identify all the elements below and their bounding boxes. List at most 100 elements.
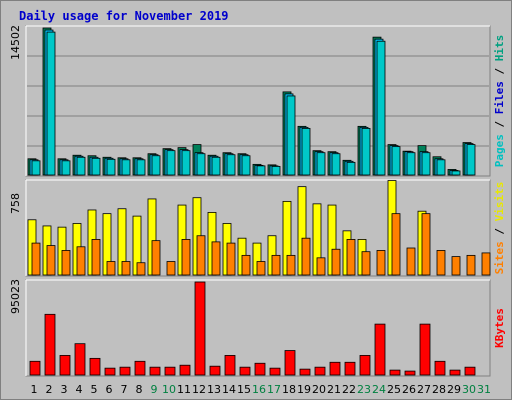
panel-visits_sites: 758 Sites / Visits — [9, 179, 506, 277]
bar-pages — [331, 153, 341, 176]
bar-sites — [406, 247, 416, 276]
chart-panels: 14502 Pages / Files / Hits 758 Sites / Visi… — [9, 25, 506, 377]
bar-kbytes — [284, 350, 296, 376]
bar-pages — [241, 155, 251, 176]
bar-sites — [466, 254, 476, 276]
bar-sites — [481, 252, 491, 276]
bar-pages — [76, 156, 86, 176]
day-label: 12 — [192, 383, 206, 396]
bar-sites — [196, 235, 206, 276]
day-label: 21 — [327, 383, 341, 396]
bar-kbytes — [359, 355, 371, 376]
bar-sites — [46, 245, 56, 276]
series-label-part: Visits — [493, 182, 506, 222]
day-label: 7 — [121, 383, 128, 396]
bar-pages — [196, 153, 206, 176]
day-label: 27 — [417, 383, 431, 396]
day-label: 19 — [297, 383, 311, 396]
bar-kbytes — [389, 369, 401, 376]
series-sites — [31, 213, 491, 276]
day-label: 30 — [462, 383, 476, 396]
day-label: 3 — [61, 383, 68, 396]
bar-kbytes — [119, 366, 131, 376]
bar-pages — [256, 165, 266, 176]
day-label: 11 — [177, 383, 191, 396]
bar-sites — [436, 250, 446, 276]
bar-kbytes — [299, 368, 311, 376]
day-label: 26 — [402, 383, 416, 396]
bar-kbytes — [344, 361, 356, 376]
day-label: 20 — [312, 383, 326, 396]
bar-sites — [91, 239, 101, 276]
bar-kbytes — [59, 355, 71, 376]
bar-sites — [391, 213, 401, 276]
bar-pages — [181, 150, 191, 176]
bar-kbytes — [74, 343, 86, 376]
series-label-part: Files — [493, 81, 506, 114]
bar-kbytes — [374, 323, 386, 376]
bar-pages — [151, 155, 161, 176]
bar-sites — [241, 254, 251, 276]
series-label-kbytes: KBytes — [493, 308, 506, 348]
day-label: 18 — [282, 383, 296, 396]
bar-kbytes — [239, 366, 251, 376]
series-label-hits_files_pages: Pages / Files / Hits — [493, 35, 506, 168]
bar-pages — [106, 158, 116, 176]
day-label: 6 — [106, 383, 113, 396]
series-kbytes — [29, 281, 476, 376]
day-label: 4 — [76, 383, 83, 396]
series-label-part: Pages — [493, 134, 506, 167]
day-label: 15 — [237, 383, 251, 396]
series-label-part: Sites — [493, 241, 506, 274]
bar-kbytes — [44, 313, 56, 376]
bar-sites — [106, 261, 116, 276]
day-label: 25 — [387, 383, 401, 396]
day-label: 17 — [267, 383, 281, 396]
day-label: 23 — [357, 383, 371, 396]
bar-kbytes — [209, 365, 221, 376]
bar-kbytes — [419, 323, 431, 376]
day-label: 1 — [31, 383, 38, 396]
day-label: 5 — [91, 383, 98, 396]
bar-kbytes — [254, 362, 266, 376]
series-label-part: KBytes — [493, 308, 506, 348]
bar-pages — [286, 95, 296, 176]
bar-sites — [316, 257, 326, 276]
series-label-part: / — [493, 114, 506, 134]
bar-pages — [46, 31, 56, 176]
bar-pages — [361, 127, 371, 176]
bar-pages — [376, 40, 386, 176]
day-label: 28 — [432, 383, 446, 396]
y-max-label-hits_files_pages: 14502 — [9, 25, 22, 60]
series-label-part: Hits — [493, 35, 506, 62]
bar-sites — [421, 213, 431, 276]
bar-pages — [61, 160, 71, 176]
bar-kbytes — [449, 369, 461, 376]
bar-sites — [376, 250, 386, 276]
day-label-row: 1 2 3 4 5 6 7 8 9 10 11 12 13 14 15 16 17 18 19 20 21 22 23 24 2… — [31, 383, 492, 396]
day-label: 22 — [342, 383, 356, 396]
day-label: 31 — [477, 383, 491, 396]
bar-sites — [181, 239, 191, 276]
bar-kbytes — [89, 357, 101, 376]
bar-pages — [466, 144, 476, 176]
day-label: 24 — [372, 383, 386, 396]
bar-kbytes — [434, 360, 446, 376]
bar-kbytes — [464, 366, 476, 376]
bar-kbytes — [104, 367, 116, 376]
bar-pages — [316, 152, 326, 176]
bar-kbytes — [164, 366, 176, 376]
bar-sites — [166, 261, 176, 276]
bar-kbytes — [134, 360, 146, 376]
bar-kbytes — [149, 366, 161, 376]
bar-pages — [421, 152, 431, 176]
chart-title: Daily usage for November 2019 — [19, 9, 229, 23]
bar-sites — [301, 237, 311, 276]
bar-pages — [406, 152, 416, 176]
plot-area-hits_files_pages — [25, 25, 491, 177]
bar-kbytes — [179, 364, 191, 376]
day-label: 8 — [136, 383, 143, 396]
bar-pages — [91, 157, 101, 176]
